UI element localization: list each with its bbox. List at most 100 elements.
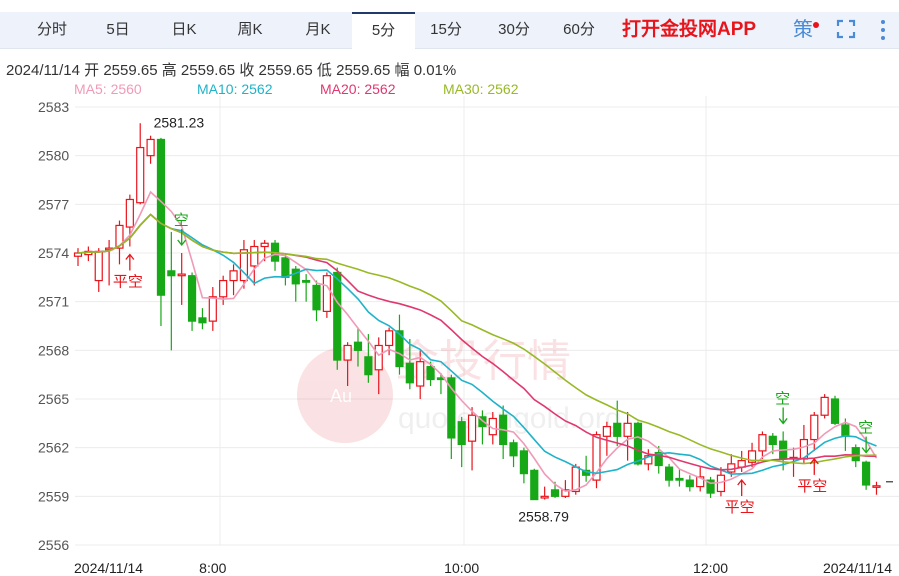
- candle-body: [187, 275, 197, 322]
- candle-body: [94, 250, 103, 282]
- candle: [561, 480, 570, 498]
- x-tick-label: 2024/11/14: [74, 560, 143, 576]
- x-tick-label: 8:00: [199, 560, 226, 576]
- signal-cover-label: 平空: [725, 499, 755, 516]
- candle: [862, 460, 871, 490]
- candle-body: [333, 271, 342, 361]
- candle: [136, 123, 145, 205]
- candle: [73, 248, 83, 266]
- tab-1[interactable]: 5日: [106, 21, 130, 38]
- signal-short-label: 空: [174, 212, 189, 229]
- candle-body: [467, 414, 477, 442]
- candle-body: [758, 434, 767, 452]
- candle: [696, 467, 705, 492]
- candle-body: [519, 450, 529, 475]
- candle: [333, 267, 342, 370]
- candle-body: [509, 442, 518, 457]
- candle-body: [820, 396, 829, 416]
- candle-body: [312, 284, 321, 311]
- fullscreen-icon[interactable]: [836, 19, 856, 39]
- candle-body: [156, 138, 166, 296]
- tab-8[interactable]: 60分: [563, 21, 595, 38]
- candle: [395, 314, 404, 375]
- candle-body: [685, 479, 694, 488]
- ma30-legend: MA30: 2562: [443, 81, 519, 97]
- candle: [457, 416, 466, 468]
- tab-4[interactable]: 月K: [305, 21, 331, 38]
- candle-body: [426, 365, 435, 381]
- candle-body: [561, 489, 570, 497]
- high-value: 2559.65: [180, 62, 236, 79]
- candle: [416, 350, 425, 399]
- candle-body: [302, 279, 311, 283]
- tab-7[interactable]: 30分: [498, 21, 530, 38]
- candle-body: [664, 466, 674, 481]
- candle-body: [862, 461, 871, 486]
- candle: [167, 231, 176, 351]
- ma10-legend: MA10: 2562: [197, 81, 273, 97]
- candle-body: [727, 463, 736, 473]
- candle: [747, 442, 757, 468]
- candle-body: [810, 414, 819, 441]
- tab-3[interactable]: 周K: [237, 21, 263, 38]
- candle: [239, 240, 249, 289]
- up-arrow-icon: [809, 457, 819, 475]
- candle: [810, 411, 819, 451]
- y-tick-label: 2583: [38, 99, 69, 115]
- tab-5[interactable]: 5分: [352, 12, 415, 49]
- tab-2[interactable]: 日K: [171, 21, 197, 38]
- close-value: 2559.65: [258, 62, 313, 79]
- watermark-en: quote.cngold.org: [398, 402, 622, 435]
- down-arrow-icon: [177, 229, 187, 247]
- y-tick-label: 2562: [38, 440, 69, 456]
- candle: [623, 411, 632, 461]
- signal-short-label: 空: [775, 390, 790, 407]
- candle: [187, 272, 197, 331]
- up-arrow-icon: [737, 478, 747, 496]
- tab-0[interactable]: 分时: [36, 21, 67, 38]
- x-tick-label: 2024/11/14: [823, 560, 892, 576]
- candle-body: [385, 330, 394, 347]
- period-tab-bar: 分时 5日 日K 周K 月K 5分 15分 30分 60分 打开金投网APP 策: [0, 12, 899, 49]
- up-arrow-icon: [125, 253, 135, 271]
- candle: [322, 272, 331, 318]
- candle-body: [374, 344, 383, 371]
- candle: [509, 439, 518, 468]
- ohlc-info-bar: 2024/11/14 开 2559.65 高 2559.65 收 2559.65…: [6, 59, 456, 80]
- candle: [675, 468, 684, 487]
- candle: [592, 431, 601, 489]
- candle-body: [291, 268, 300, 285]
- candle: [146, 135, 155, 164]
- candle: [405, 338, 414, 390]
- signal-cover-label: 平空: [113, 274, 143, 291]
- candle-body: [146, 138, 155, 157]
- candle: [105, 240, 114, 286]
- y-tick-label: 2565: [38, 391, 69, 407]
- tab-6[interactable]: 15分: [430, 21, 462, 38]
- candle-body: [167, 270, 176, 277]
- candle-body: [768, 435, 777, 446]
- candle: [582, 455, 591, 482]
- candle: [654, 446, 663, 474]
- candle: [198, 308, 207, 330]
- ma30-line: [77, 213, 877, 465]
- candle-body: [239, 249, 249, 282]
- candle: [312, 280, 321, 322]
- info-date: 2024/11/14: [6, 62, 80, 79]
- candle-body: [208, 296, 217, 322]
- high-price-label: 2581.23: [154, 115, 205, 131]
- candlestick-chart[interactable]: Au 金投行情 quote.cngold.org 2581.232558.79平…: [0, 96, 899, 576]
- more-vertical-icon[interactable]: [880, 18, 886, 42]
- strategy-icon[interactable]: 策: [793, 19, 813, 41]
- open-app-link[interactable]: 打开金投网APP: [622, 19, 757, 40]
- candle: [519, 447, 529, 484]
- y-tick-label: 2568: [38, 342, 69, 358]
- candle: [664, 463, 674, 487]
- candle-body: [136, 146, 145, 204]
- candle-body: [177, 273, 186, 277]
- candle-body: [592, 434, 601, 481]
- candle-body: [343, 344, 352, 361]
- notification-dot: [813, 22, 819, 28]
- low-label: 低: [316, 62, 332, 79]
- open-label: 开: [84, 62, 100, 79]
